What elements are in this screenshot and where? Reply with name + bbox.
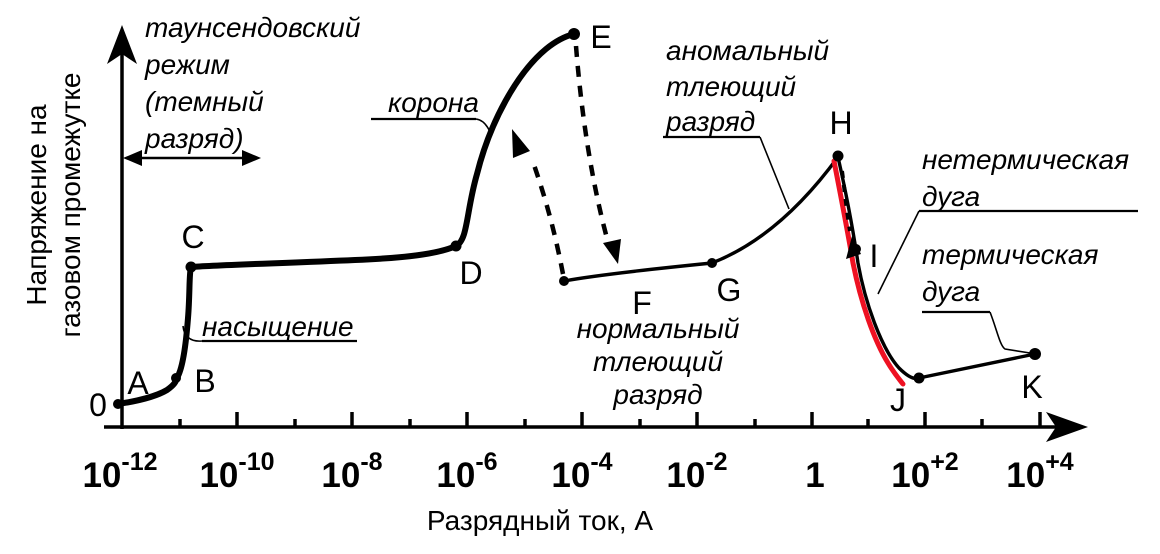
x-axis (104, 412, 1088, 442)
point-marker-A (113, 399, 123, 409)
point-label-E: E (590, 19, 611, 55)
saturation-leader-line (182, 325, 203, 342)
point-label-F: F (632, 285, 652, 321)
townsend-line2: режим (144, 49, 230, 80)
x-axis-arrowhead-icon (1046, 412, 1088, 442)
point-marker-I (851, 244, 861, 254)
x-axis-major-ticks (235, 412, 1042, 426)
corona-leader-line (475, 118, 491, 133)
x-tick-label-1e4: 10+4 (1006, 448, 1074, 495)
thermal-arc-leader-line (989, 311, 1031, 354)
point-label-H: H (829, 105, 852, 141)
corona-text: корона (388, 87, 479, 118)
region-label-thermal-arc: термическая дуга (922, 239, 1098, 354)
point-marker-E (568, 28, 580, 40)
x-tick-label-1e-8: 10-8 (321, 448, 382, 495)
abnormal-glow-line2: тлеющий (666, 71, 797, 102)
point-marker-D (450, 240, 462, 252)
point-label-J: J (890, 382, 906, 418)
point-label-B: B (194, 363, 215, 399)
townsend-range-arrow (123, 150, 261, 166)
x-tick-label-1e-2: 10-2 (666, 448, 727, 495)
nonthermal-arc-line1: нетермическая (922, 144, 1129, 175)
point-label-G: G (717, 272, 742, 308)
y-axis-title-line1: Напряжение на (21, 104, 52, 306)
arrowhead-down-icon (603, 239, 621, 264)
x-tick-label-1e2: 10+2 (891, 448, 958, 495)
region-label-saturation: насыщение (182, 311, 357, 343)
point-marker-C (185, 261, 197, 273)
dashed-line-F-corona (530, 161, 566, 275)
abnormal-glow-line1: аномальный (666, 35, 830, 66)
dashed-transition-E-to-F (573, 45, 621, 264)
point-marker-G (707, 258, 717, 268)
thermal-arc-line2: дуга (922, 276, 980, 307)
region-label-normal-glow: нормальный тлеющий разряд (577, 313, 740, 410)
glow-discharge-curve-F-H (562, 155, 840, 283)
x-tick-label-1e-12: 10-12 (82, 448, 157, 495)
point-marker-J (913, 372, 925, 384)
red-transition-curve-H-J (831, 158, 906, 387)
point-marker-K (1029, 348, 1041, 360)
y-axis (107, 25, 137, 429)
saturation-text: насыщение (202, 311, 354, 342)
dashed-line-H-I (840, 170, 852, 232)
region-label-corona: корона (371, 87, 491, 133)
nonthermal-arc-line2: дуга (922, 181, 980, 212)
arrowhead-left-icon (123, 150, 142, 166)
point-labels: A B C D E F G H I J K (127, 19, 1042, 418)
x-axis-minor-ticks (178, 419, 984, 426)
townsend-line3: (темный (145, 86, 264, 117)
point-label-A: A (127, 365, 149, 401)
region-label-abnormal-glow: аномальный тлеющий разряд (663, 35, 830, 210)
x-tick-label-1e-4: 10-4 (551, 448, 612, 495)
nonthermal-arc-leader-line (877, 210, 920, 295)
townsend-line4: разряд) (144, 123, 244, 154)
y-axis-title-line2: газовом промежутке (55, 73, 86, 338)
x-tick-labels: 10-12 10-10 10-8 10-6 10-4 10-2 1 10+2 1… (82, 448, 1073, 495)
point-label-K: K (1021, 369, 1042, 405)
point-label-D: D (459, 255, 482, 291)
arrowhead-up-left-icon (512, 129, 530, 158)
point-marker-B (171, 373, 181, 383)
point-marker-H (832, 150, 844, 162)
normal-glow-line1: нормальный (577, 313, 740, 344)
normal-glow-line2: тлеющий (593, 346, 724, 377)
normal-glow-line3: разряд (612, 379, 702, 410)
region-label-nonthermal-arc: нетермическая дуга (877, 144, 1138, 295)
arc-curve-H-K (836, 155, 1037, 381)
thermal-arc-line1: термическая (922, 239, 1098, 270)
dashed-transition-F-to-corona (512, 129, 566, 275)
abnormal-glow-line3: разряд (665, 106, 755, 137)
x-axis-title: Разрядный ток, А (427, 505, 653, 536)
abnormal-glow-leader-line (759, 136, 790, 210)
arrowhead-right-icon (242, 150, 261, 166)
point-marker-F (559, 276, 569, 286)
x-tick-label-1e-6: 10-6 (436, 448, 497, 495)
x-tick-label-1e-10: 10-10 (199, 448, 274, 495)
x-tick-label-1: 1 (805, 456, 824, 495)
region-label-townsend: таунсендовский режим (темный разряд) (144, 12, 361, 154)
point-markers (113, 28, 1041, 409)
townsend-line1: таунсендовский (145, 12, 361, 43)
origin-label: 0 (89, 387, 107, 423)
dashed-line-E-F (573, 45, 611, 243)
y-axis-arrowhead-icon (107, 25, 137, 64)
point-label-I: I (870, 238, 879, 274)
point-label-C: C (181, 219, 204, 255)
